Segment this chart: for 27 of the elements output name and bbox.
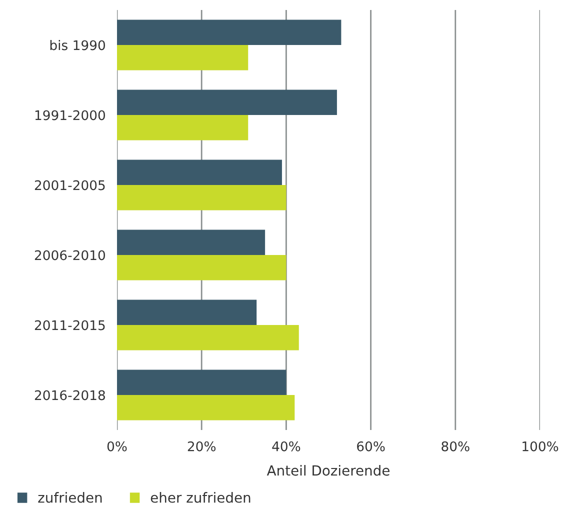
bar bbox=[117, 325, 299, 350]
bar bbox=[117, 370, 286, 395]
x-axis-title: Anteil Dozierende bbox=[266, 464, 390, 476]
x-tick-label: 40% bbox=[272, 441, 300, 452]
bar bbox=[117, 160, 282, 185]
x-tick-label: 20% bbox=[188, 441, 216, 452]
bar bbox=[117, 20, 342, 45]
y-tick-label: 1991-2000 bbox=[35, 110, 106, 120]
y-tick-label: 2006-2010 bbox=[34, 250, 106, 260]
y-tick-label: 2001-2005 bbox=[34, 180, 105, 190]
bar bbox=[117, 90, 337, 115]
legend-label: zufrieden bbox=[38, 492, 102, 503]
bar bbox=[117, 255, 286, 280]
x-tick-label: 100% bbox=[522, 441, 558, 452]
bar bbox=[117, 185, 286, 210]
bar bbox=[117, 300, 257, 325]
x-tick-label: 60% bbox=[357, 441, 385, 452]
bar bbox=[117, 230, 266, 255]
bar bbox=[117, 115, 248, 140]
bar bbox=[117, 45, 248, 70]
x-tick-label: 0% bbox=[107, 441, 127, 452]
y-tick-label: bis 1990 bbox=[50, 40, 106, 50]
y-tick-label: 2016-2018 bbox=[34, 390, 105, 400]
legend-label: eher zufrieden bbox=[150, 492, 250, 503]
bar bbox=[117, 395, 295, 420]
y-tick-label: 2011-2015 bbox=[34, 320, 105, 330]
x-tick-label: 80% bbox=[442, 441, 470, 452]
